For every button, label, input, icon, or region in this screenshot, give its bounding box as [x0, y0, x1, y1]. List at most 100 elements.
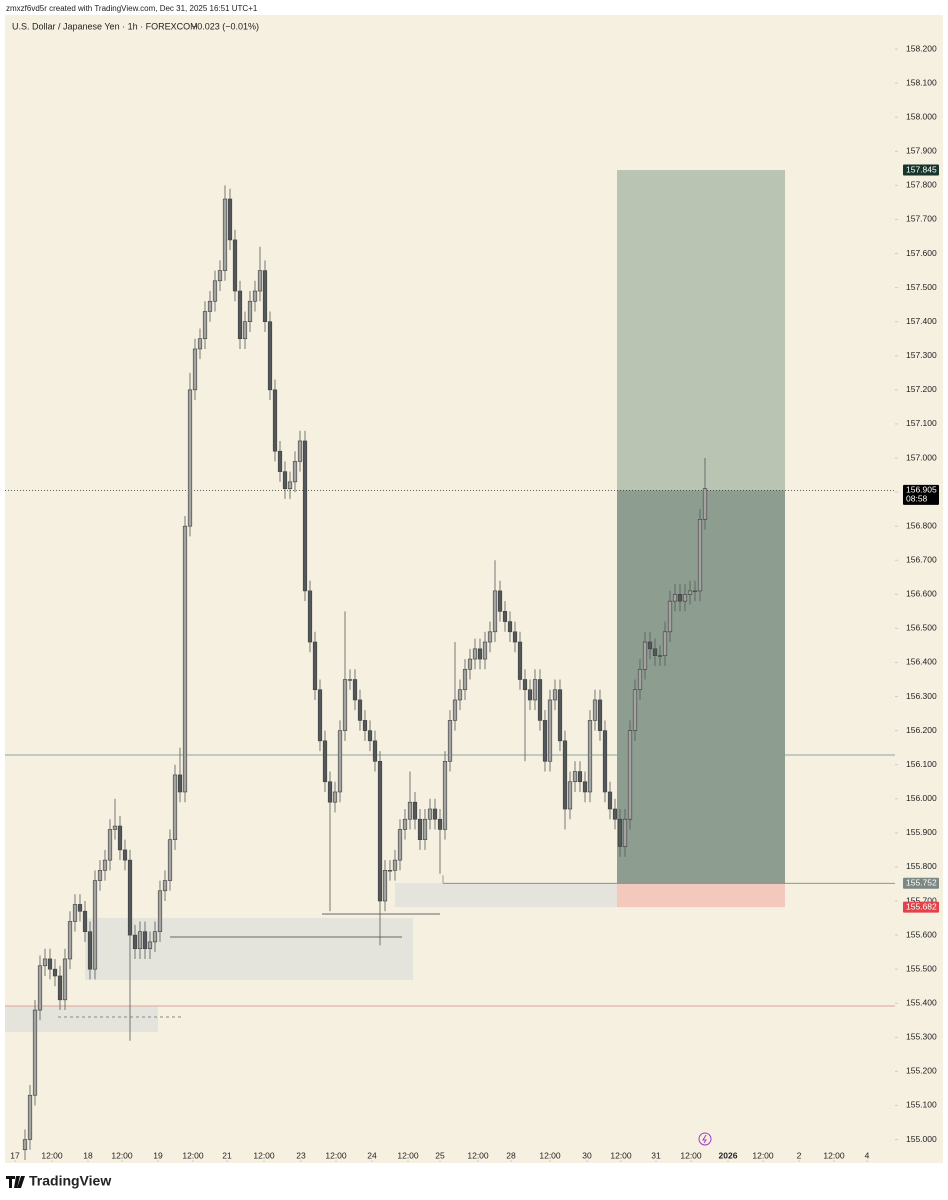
candle-body: [667, 600, 673, 633]
candle-body: [427, 808, 433, 820]
candle-body: [192, 348, 198, 391]
candle-body: [437, 818, 443, 830]
candle-body: [552, 689, 558, 701]
candle-body: [312, 641, 318, 691]
candle-body: [382, 870, 388, 902]
candle-body: [317, 689, 323, 742]
candle-body: [257, 270, 263, 292]
candle-body: [182, 525, 188, 793]
candle-body: [387, 870, 393, 872]
candle-body: [697, 519, 703, 592]
candle-body: [612, 808, 618, 820]
candle-body: [407, 801, 413, 820]
candle-body: [237, 290, 243, 340]
candle-body: [287, 481, 293, 489]
candle-body: [262, 270, 268, 322]
y-tick-label: 156.500: [906, 623, 937, 633]
x-tick-label: 31: [651, 1150, 661, 1160]
y-tick-label: 155.200: [906, 1066, 937, 1076]
candle-body: [372, 740, 378, 762]
x-tick-label: 23: [296, 1150, 306, 1160]
candle-body: [562, 740, 568, 810]
candle-body: [477, 648, 483, 660]
x-tick-label: 12:00: [41, 1150, 63, 1160]
candle-body: [47, 958, 53, 970]
candle-body: [217, 270, 223, 282]
candle-body: [687, 590, 693, 595]
y-tick-label: 158.100: [906, 77, 937, 87]
event-icon[interactable]: [698, 1132, 712, 1146]
price-label-bg: [903, 484, 939, 505]
y-tick-label: 156.200: [906, 725, 937, 735]
x-tick-label: 18: [83, 1150, 93, 1160]
candle-body: [397, 829, 403, 861]
change: −0.023 (−0.01%): [192, 21, 259, 31]
zone: [5, 1006, 158, 1032]
zone: [395, 883, 617, 907]
candle-body: [327, 781, 333, 803]
candle-body: [527, 689, 533, 701]
y-tick-label: 155.800: [906, 861, 937, 871]
x-tick-label: 2: [797, 1150, 802, 1160]
y-tick-label: 157.000: [906, 452, 937, 462]
candle-body: [377, 760, 383, 902]
candle-body: [607, 791, 613, 810]
candle-body: [352, 679, 358, 701]
y-tick-label: 157.100: [906, 418, 937, 428]
candle-body: [467, 658, 473, 670]
x-tick-label: 12:00: [610, 1150, 632, 1160]
candle-body: [302, 440, 308, 592]
candle-body: [212, 280, 218, 302]
candle-body: [177, 774, 183, 793]
candle-body: [632, 689, 638, 731]
candle-body: [672, 594, 678, 602]
candle-body: [422, 818, 428, 840]
y-tick-label: 155.600: [906, 929, 937, 939]
candle-body: [72, 904, 78, 922]
candle-body: [402, 818, 408, 830]
candle-body: [432, 808, 438, 820]
x-tick-label: 12:00: [680, 1150, 702, 1160]
price-label: 155.682: [906, 901, 937, 911]
candle-body: [252, 290, 258, 302]
y-tick-label: 156.800: [906, 520, 937, 530]
x-tick-label: 12:00: [111, 1150, 133, 1160]
candle-body: [222, 198, 228, 271]
x-tick-label: 2026: [719, 1150, 738, 1160]
candle-body: [27, 1094, 33, 1140]
candle-body: [187, 389, 193, 527]
y-tick-label: 157.500: [906, 282, 937, 292]
y-tick-label: 157.700: [906, 214, 937, 224]
candle-body: [597, 699, 603, 731]
y-tick-label: 156.700: [906, 554, 937, 564]
candle-body: [577, 771, 583, 783]
x-tick-label: 19: [153, 1150, 163, 1160]
x-tick-label: 12:00: [539, 1150, 561, 1160]
price-label: 156.905: [906, 485, 937, 495]
candle-body: [102, 859, 108, 871]
candle-body: [617, 818, 623, 847]
y-tick-label: 156.400: [906, 657, 937, 667]
y-tick-label: 157.800: [906, 180, 937, 190]
candle-body: [357, 699, 363, 721]
candle-body: [677, 594, 683, 602]
candle-body: [37, 965, 43, 1011]
y-tick-label: 157.400: [906, 316, 937, 326]
y-tick-label: 157.600: [906, 248, 937, 258]
candle-body: [702, 488, 708, 520]
candle-body: [142, 931, 148, 950]
stop-zone: [617, 883, 785, 908]
candle-body: [517, 641, 523, 680]
logo: [6, 1176, 25, 1188]
y-tick-label: 155.300: [906, 1032, 937, 1042]
candle-body: [52, 968, 58, 977]
candle-body: [487, 631, 493, 643]
candle-body: [532, 679, 538, 701]
candle-body: [172, 774, 178, 840]
candle-body: [342, 679, 348, 731]
candle-body: [442, 760, 448, 830]
candle-body: [282, 471, 288, 489]
candle-body: [557, 689, 563, 742]
y-tick-label: 158.000: [906, 111, 937, 121]
